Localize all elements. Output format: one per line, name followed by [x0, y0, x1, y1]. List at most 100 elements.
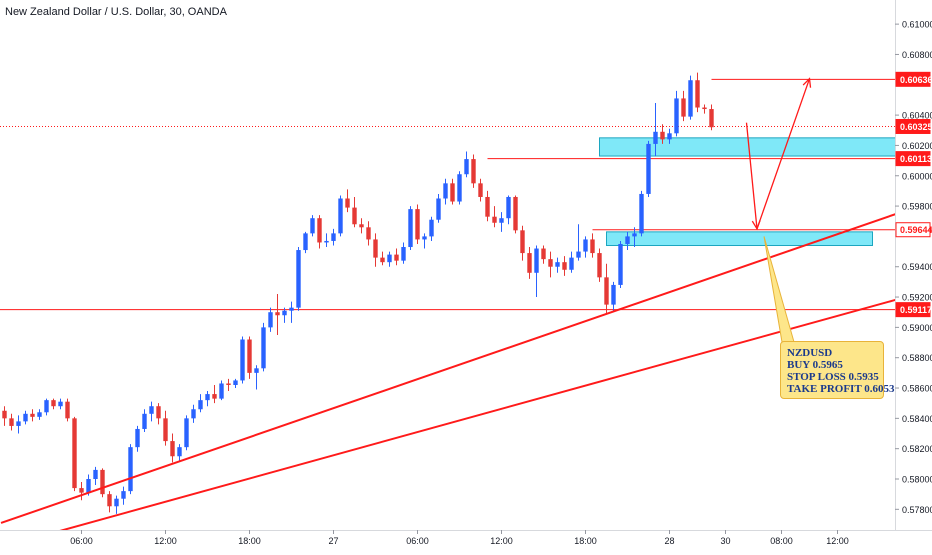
candle-body: [485, 197, 489, 217]
candle-body: [681, 98, 685, 116]
candle-body: [359, 224, 363, 227]
callout-buy: BUY 0.5965: [787, 359, 877, 371]
candle-body: [310, 218, 314, 233]
candle-body: [254, 368, 258, 373]
candle-body: [135, 429, 139, 447]
candle-body: [163, 418, 167, 441]
candle-body: [443, 183, 447, 198]
candle-body: [534, 249, 538, 273]
candle-body: [2, 411, 6, 419]
candle-body: [702, 108, 706, 110]
candle-body: [338, 198, 342, 233]
x-tick-label: 12:00: [826, 536, 849, 546]
candle-body: [387, 255, 391, 263]
trendline: [1, 285, 932, 547]
candle-body: [156, 406, 160, 418]
y-tick-label: 0.57800: [902, 505, 932, 515]
x-tick-label: 18:00: [574, 536, 597, 546]
price-marker-label: 0.59644: [900, 225, 932, 235]
candle-body: [471, 159, 475, 183]
candle-body: [506, 197, 510, 218]
y-tick-label: 0.60000: [902, 171, 932, 181]
y-tick-label: 0.59800: [902, 202, 932, 212]
candle-body: [373, 239, 377, 257]
candle-body: [142, 414, 146, 429]
y-tick-label: 0.58000: [902, 474, 932, 484]
candle-body: [513, 197, 517, 230]
candle-body: [331, 233, 335, 241]
candle-body: [86, 479, 90, 493]
candle-body: [51, 400, 55, 406]
candle-body: [226, 383, 230, 385]
candle-body: [191, 409, 195, 418]
x-tick-label: 06:00: [406, 536, 429, 546]
candle-body: [58, 402, 62, 407]
y-tick-label: 0.58600: [902, 384, 932, 394]
candle-body: [611, 285, 615, 305]
price-marker-label: 0.59117: [900, 305, 932, 315]
candle-body: [618, 244, 622, 285]
candle-body: [184, 418, 188, 447]
price-marker-label: 0.60325: [900, 122, 932, 132]
candle-body: [667, 133, 671, 139]
candle-body: [212, 394, 216, 399]
candle-body: [583, 239, 587, 251]
candle-body: [114, 499, 118, 507]
candle-body: [709, 109, 713, 127]
candle-body: [121, 491, 125, 499]
candle-body: [555, 262, 559, 267]
candle-body: [37, 412, 41, 417]
price-marker-label: 0.60636: [900, 75, 932, 85]
y-tick-label: 0.58800: [902, 353, 932, 363]
x-tick-label: 08:00: [770, 536, 793, 546]
candle-body: [604, 277, 608, 304]
chart-title: New Zealand Dollar / U.S. Dollar, 30, OA…: [5, 6, 227, 18]
candle-body: [240, 340, 244, 381]
candle-body: [9, 418, 13, 426]
candle-body: [296, 250, 300, 308]
y-tick-label: 0.60200: [902, 141, 932, 151]
candle-body: [569, 258, 573, 270]
candle-body: [72, 418, 76, 488]
candle-body: [79, 488, 83, 493]
callout-symbol: NZDUSD: [787, 347, 877, 359]
callout-stop-loss: STOP LOSS 0.5935: [787, 371, 877, 383]
x-tick-label: 30: [720, 536, 730, 546]
candle-body: [65, 402, 69, 419]
candle-body: [394, 255, 398, 261]
candle-body: [366, 227, 370, 239]
candle-body: [464, 159, 468, 174]
candle-body: [170, 441, 174, 456]
candle-body: [149, 406, 153, 414]
candle-body: [541, 249, 545, 260]
candle-body: [422, 236, 426, 239]
candle-body: [268, 312, 272, 327]
candle-body: [436, 198, 440, 219]
candle-body: [450, 183, 454, 201]
callout-pointer: [764, 236, 794, 342]
candle-body: [16, 421, 20, 426]
x-tick-label: 12:00: [490, 536, 513, 546]
candle-body: [44, 400, 48, 412]
candle-body: [247, 340, 251, 373]
y-tick-label: 0.60800: [902, 50, 932, 60]
candle-body: [289, 308, 293, 311]
y-tick-label: 0.59400: [902, 262, 932, 272]
plot-area: [0, 73, 932, 548]
candle-body: [107, 494, 111, 506]
candle-body: [527, 253, 531, 273]
candle-body: [93, 470, 97, 479]
candle-body: [653, 132, 657, 144]
candle-body: [198, 400, 202, 409]
candle-body: [401, 247, 405, 261]
candle-body: [100, 470, 104, 494]
y-tick-label: 0.58400: [902, 414, 932, 424]
candle-body: [695, 80, 699, 107]
price-marker-label: 0.60113: [900, 154, 932, 164]
candle-body: [632, 233, 636, 236]
candle-body: [205, 394, 209, 400]
candle-body: [562, 262, 566, 270]
y-tick-label: 0.59200: [902, 293, 932, 303]
candle-body: [639, 194, 643, 233]
